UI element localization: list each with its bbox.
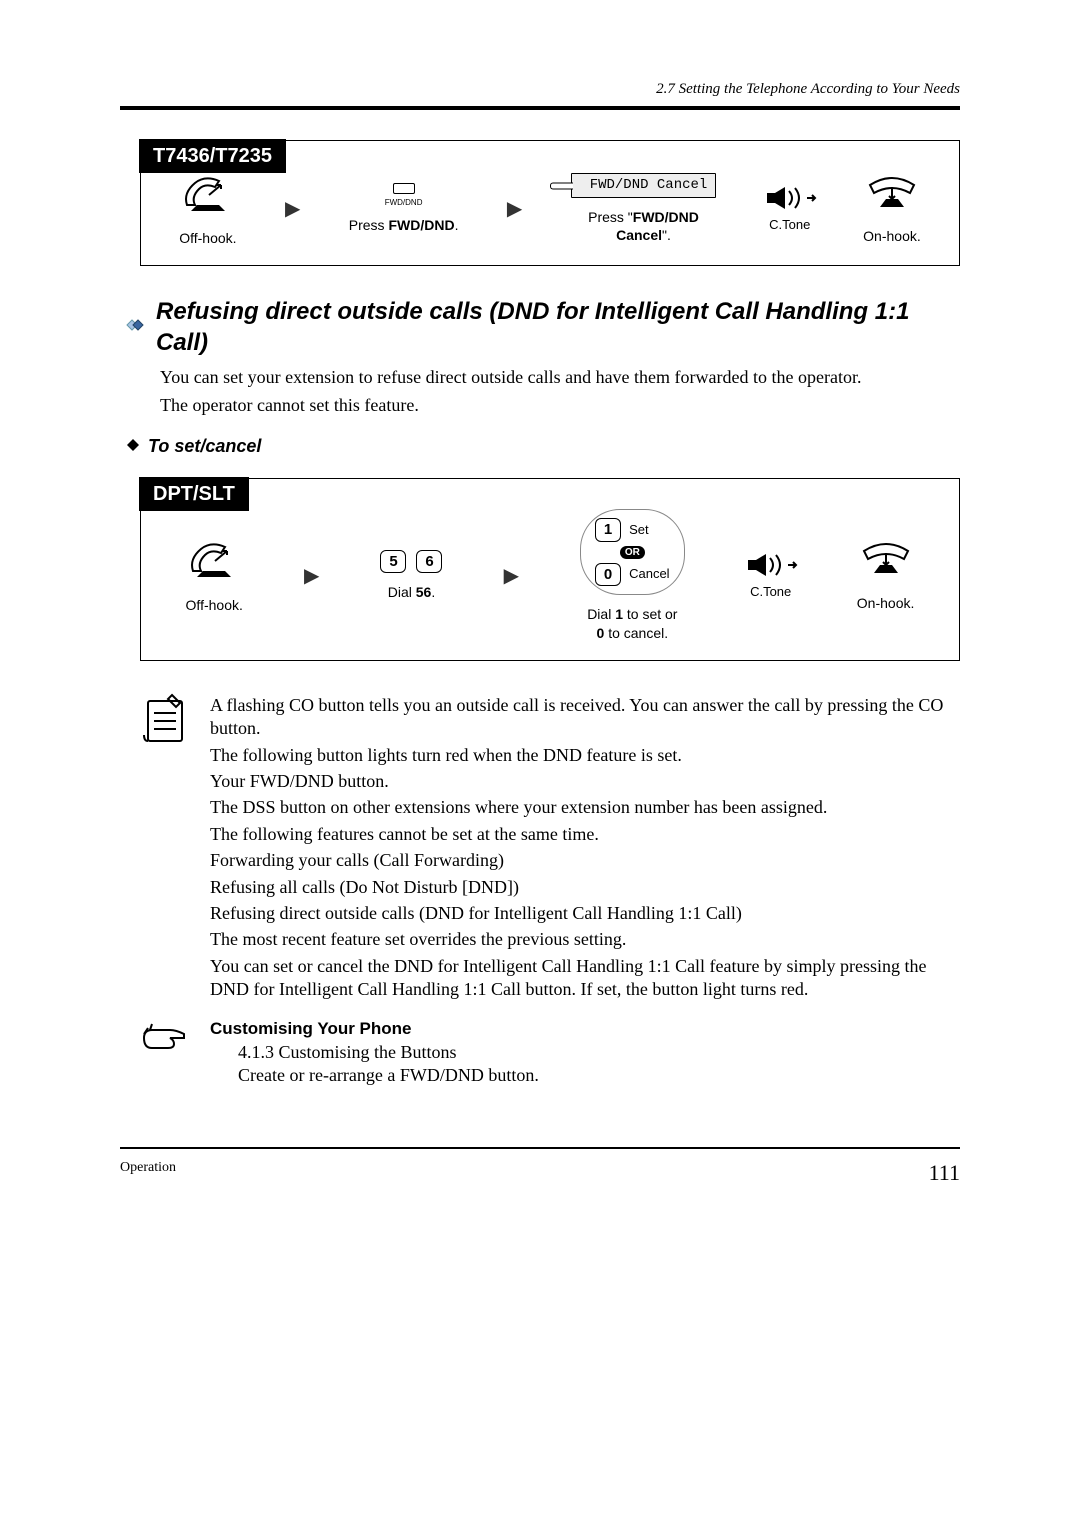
sub-heading: To set/cancel: [126, 435, 960, 458]
procedure-dptslt: DPT/SLT Off-hook. ▶ 5 6 Dial 56. ▶: [140, 478, 960, 660]
step-ctone: C.Tone: [746, 550, 796, 601]
text: Press ": [588, 209, 633, 225]
text: Dial: [388, 584, 416, 600]
sub-heading-text: To set/cancel: [148, 435, 261, 458]
section-para: The operator cannot set this feature.: [160, 394, 960, 417]
hand-point-icon: [140, 1018, 190, 1060]
section-heading-text: Refusing direct outside calls (DND for I…: [156, 296, 960, 358]
key-1: 1: [595, 518, 621, 542]
note-line: You can set or cancel the DND for Intell…: [210, 955, 960, 1002]
arrow-icon: ▶: [507, 196, 522, 222]
step-press-cancel: FWD/DND Cancel Press "FWD/DND Cancel".: [571, 173, 717, 244]
step-onhook: On-hook.: [857, 539, 915, 611]
step-caption: Dial 56.: [388, 583, 435, 601]
arrow-icon: ▶: [285, 196, 300, 222]
arrow-icon: ▶: [504, 563, 519, 589]
step-caption: On-hook.: [857, 594, 915, 612]
section-para: You can set your extension to refuse dir…: [160, 366, 960, 389]
text: ".: [662, 227, 671, 243]
step-onhook: On-hook.: [863, 173, 921, 245]
step-caption: Off-hook.: [179, 229, 236, 247]
fwddnd-button-icon: [393, 183, 415, 194]
text-bold: 56: [416, 584, 432, 600]
page-footer: Operation 111: [120, 1159, 960, 1188]
option-group: 1 Set OR 0 Cancel: [580, 509, 684, 595]
text: .: [431, 584, 435, 600]
procedure-title: T7436/T7235: [139, 139, 286, 173]
step-ctone: C.Tone: [765, 183, 815, 234]
text: to set or: [623, 606, 677, 622]
text: Press: [349, 217, 389, 233]
handset-lift-icon: [187, 537, 241, 585]
key-0: 0: [595, 563, 621, 587]
note-line: The DSS button on other extensions where…: [210, 796, 960, 819]
step-press-fwddnd: Press FWD/DND.: [349, 183, 459, 234]
procedure-t7436: T7436/T7235 Off-hook. ▶ Press FWD/DND. ▶: [140, 140, 960, 266]
notes-block: A flashing CO button tells you an outsid…: [140, 691, 960, 1005]
step-caption: Press FWD/DND.: [349, 216, 459, 234]
customising-text: Customising Your Phone 4.1.3 Customising…: [210, 1018, 539, 1087]
note-line: The most recent feature set overrides th…: [210, 928, 960, 951]
divider-top: [120, 106, 960, 110]
divider-bottom: [120, 1147, 960, 1149]
note-line: Refusing all calls (Do Not Disturb [DND]…: [210, 876, 960, 899]
note-line: Refusing direct outside calls (DND for I…: [210, 902, 960, 925]
diamond-bullet-icon: [120, 311, 146, 342]
procedure-title: DPT/SLT: [139, 477, 249, 511]
step-dial-option: 1 Set OR 0 Cancel Dial 1 to set or 0 to …: [580, 509, 684, 641]
notes-text: A flashing CO button tells you an outsid…: [210, 691, 960, 1005]
step-caption: On-hook.: [863, 227, 921, 245]
handset-lift-icon: [181, 171, 235, 219]
step-caption: Dial 1 to set or 0 to cancel.: [587, 605, 677, 641]
note-line: The following button lights turn red whe…: [210, 744, 960, 767]
text: to cancel.: [604, 625, 668, 641]
handset-down-icon: [858, 539, 914, 583]
key-5: 5: [380, 550, 406, 574]
key-6: 6: [416, 550, 442, 574]
step-dial56: 5 6 Dial 56.: [380, 550, 442, 602]
section-heading: Refusing direct outside calls (DND for I…: [120, 296, 960, 358]
footer-left: Operation: [120, 1159, 176, 1188]
note-line: A flashing CO button tells you an outsid…: [210, 694, 960, 741]
customising-block: Customising Your Phone 4.1.3 Customising…: [140, 1018, 960, 1087]
text-bold: FWD/DND: [388, 217, 454, 233]
ctone-label: C.Tone: [750, 584, 791, 601]
notepad-icon: [140, 691, 190, 753]
note-line: Your FWD/DND button.: [210, 770, 960, 793]
page-header: 2.7 Setting the Telephone According to Y…: [120, 80, 960, 100]
text: .: [455, 217, 459, 233]
note-line: Forwarding your calls (Call Forwarding): [210, 849, 960, 872]
text-bold: 1: [615, 606, 623, 622]
page-number: 111: [929, 1159, 960, 1188]
note-line: The following features cannot be set at …: [210, 823, 960, 846]
customising-line: 4.1.3 Customising the Buttons: [238, 1041, 539, 1064]
diamond-small-icon: [126, 435, 140, 458]
option-label: Set: [629, 522, 649, 539]
customising-title: Customising Your Phone: [210, 1018, 539, 1040]
option-cancel: 0 Cancel: [595, 563, 669, 587]
step-offhook: Off-hook.: [186, 537, 243, 613]
ctone-label: C.Tone: [769, 217, 810, 234]
customising-line: Create or re-arrange a FWD/DND button.: [238, 1064, 539, 1087]
option-set: 1 Set: [595, 518, 649, 542]
handset-down-icon: [864, 173, 920, 217]
step-caption: Off-hook.: [186, 596, 243, 614]
speaker-tone-icon: [765, 183, 815, 217]
display-field: FWD/DND Cancel: [571, 173, 717, 197]
speaker-tone-icon: [746, 550, 796, 584]
text: Dial: [587, 606, 615, 622]
step-offhook: Off-hook.: [179, 171, 236, 247]
arrow-icon: ▶: [304, 563, 319, 589]
or-badge: OR: [620, 546, 645, 559]
step-caption: Press "FWD/DND Cancel".: [574, 208, 714, 244]
option-label: Cancel: [629, 566, 669, 583]
